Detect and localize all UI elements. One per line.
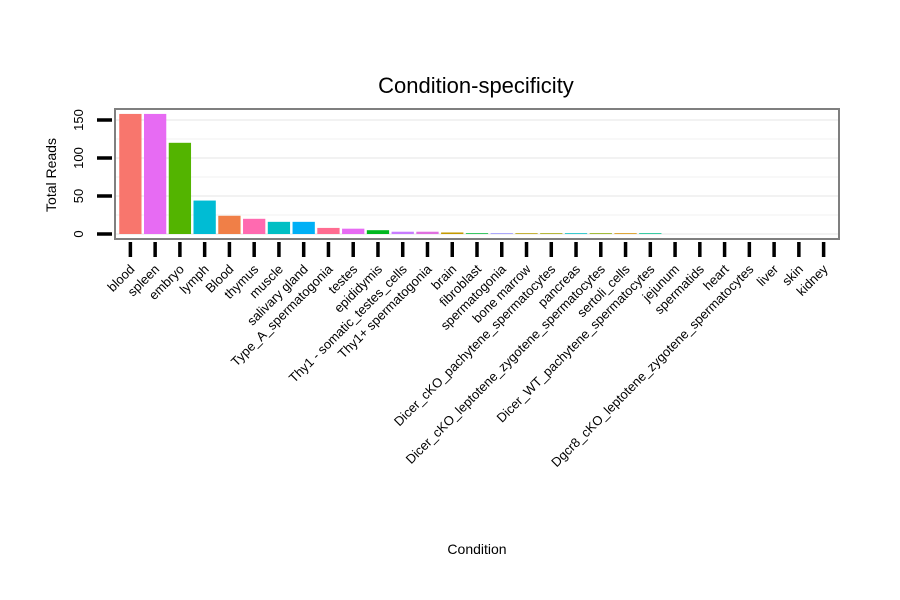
- bar: [292, 221, 315, 234]
- x-axis-ticks: bloodspleenembryolymphBloodthymusmuscles…: [104, 242, 831, 470]
- bar: [218, 215, 241, 234]
- x-tick-label: lymph: [177, 262, 212, 297]
- bars-group: [119, 113, 662, 234]
- bar: [119, 113, 142, 234]
- bar: [193, 200, 216, 234]
- bar: [441, 232, 464, 234]
- plot-panel-border: [114, 108, 840, 240]
- y-tick-label: 150: [71, 109, 86, 131]
- bar: [490, 233, 513, 234]
- bar: [168, 142, 192, 234]
- x-axis-label: Condition: [447, 541, 506, 557]
- bar: [342, 228, 365, 234]
- y-axis-ticks: 0 50 100 150: [71, 109, 112, 238]
- bar: [639, 233, 662, 234]
- bar: [564, 233, 588, 234]
- y-axis-label: Total Reads: [43, 138, 59, 212]
- bar: [416, 231, 439, 234]
- bar: [540, 233, 563, 234]
- bar: [391, 231, 414, 234]
- bar: [614, 233, 637, 234]
- bar: [317, 227, 340, 234]
- y-tick-label: 0: [71, 230, 86, 237]
- bar: [243, 218, 266, 234]
- bar: [589, 233, 612, 234]
- y-tick-label: 50: [71, 189, 86, 203]
- bar: [366, 230, 390, 234]
- bar: [267, 221, 291, 234]
- bar: [515, 233, 538, 234]
- y-tick-label: 100: [71, 147, 86, 169]
- x-tick-label: liver: [754, 261, 782, 289]
- bar: [143, 113, 167, 234]
- bar: [465, 233, 489, 234]
- chart-title: Condition-specificity: [378, 73, 574, 98]
